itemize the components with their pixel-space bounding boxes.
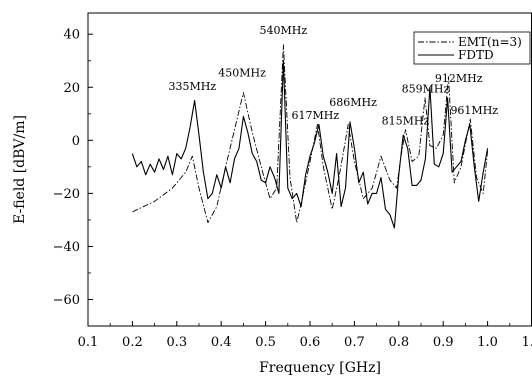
legend-label: FDTD (458, 48, 494, 62)
x-tick-label: 1.0 (477, 335, 498, 350)
x-tick-label: 1.1 (522, 335, 532, 350)
peak-annotation: 540MHz (260, 24, 308, 37)
legend-box (413, 31, 531, 65)
x-tick-label: 0.8 (388, 335, 409, 350)
x-tick-label: 0.2 (122, 335, 143, 350)
y-tick-label: 20 (63, 81, 80, 96)
x-tick-label: 0.4 (211, 335, 232, 350)
peak-annotation: 961MHz (450, 104, 498, 117)
y-tick-label: 0 (72, 134, 80, 149)
y-tick-label: −20 (53, 187, 80, 202)
x-tick-label: 0.6 (300, 335, 321, 350)
peak-annotation: 815MHz (382, 114, 430, 127)
x-tick-label: 0.7 (344, 335, 365, 350)
y-tick-label: −60 (53, 293, 80, 308)
y-tick-label: 40 (63, 28, 80, 43)
legend: EMT(n=3)FDTD (413, 31, 531, 65)
peak-annotation: 859MHz (402, 83, 450, 96)
peak-annotation: 686MHz (329, 96, 377, 109)
y-axis-label: E-field [dBV/m] (12, 115, 28, 224)
x-tick-label: 0.9 (433, 335, 454, 350)
x-tick-label: 0.5 (255, 335, 276, 350)
x-tick-label: 0.3 (166, 335, 187, 350)
peak-annotation: 450MHz (218, 67, 266, 80)
series-line-fdtd (131, 60, 489, 229)
x-tick-label: 0.1 (78, 335, 99, 350)
legend-label: EMT(n=3) (458, 35, 522, 49)
y-tick-label: −40 (53, 240, 80, 255)
peak-annotation: 912MHz (435, 72, 483, 85)
x-axis-label: Frequency [GHz] (259, 360, 381, 376)
peak-annotation: 617MHz (291, 109, 339, 122)
peak-annotation: 335MHz (169, 80, 217, 93)
